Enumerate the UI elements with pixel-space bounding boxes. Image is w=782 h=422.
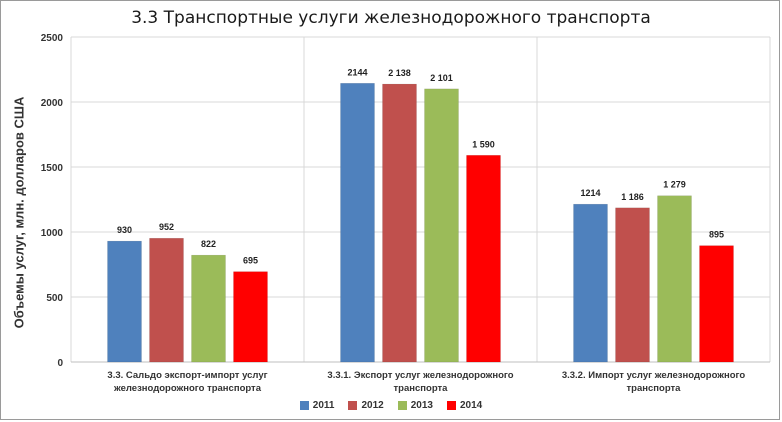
- x-tick-label: транспорта: [394, 383, 449, 394]
- legend-swatch: [397, 401, 407, 410]
- y-tick-label: 1500: [41, 163, 64, 174]
- legend-swatch: [299, 401, 309, 410]
- legend-label: 2014: [459, 400, 483, 411]
- chart-title: 3.3 Транспортные услуги железнодорожного…: [131, 8, 651, 28]
- x-tick-label: 3.3.1. Экспорт услуг железнодорожного: [327, 370, 513, 381]
- bar-2011: [107, 240, 142, 363]
- data-label: 2144: [347, 67, 367, 77]
- bar-2014: [233, 271, 268, 363]
- x-tick-label: железнодорожного транспорта: [113, 383, 262, 394]
- bar-2013: [191, 254, 226, 363]
- bar-2011: [573, 203, 608, 363]
- legend-label: 2012: [361, 400, 384, 411]
- legend-swatch: [348, 401, 358, 410]
- chart-legend: 2011 2012 2013 2014: [0, 400, 782, 411]
- data-label: 1 279: [663, 180, 686, 190]
- bar-2013: [657, 195, 692, 363]
- data-label: 930: [117, 225, 132, 235]
- bar-2012: [149, 237, 184, 363]
- bar-2014: [466, 155, 501, 363]
- y-tick-label: 1000: [41, 228, 64, 239]
- data-label: 822: [201, 239, 216, 249]
- legend-label: 2011: [312, 400, 335, 411]
- y-tick-label: 2500: [41, 33, 64, 44]
- data-label: 2 101: [430, 73, 453, 83]
- x-tick-label: 3.3.2. Импорт услуг железнодорожного: [562, 370, 746, 381]
- bar-2011: [340, 83, 375, 363]
- legend-item-2012: 2012: [348, 400, 384, 411]
- x-tick-label: 3.3. Сальдо экспорт-импорт услуг: [107, 370, 267, 381]
- y-tick-label: 2000: [41, 98, 64, 109]
- data-label: 1214: [580, 188, 600, 198]
- legend-item-2011: 2011: [299, 400, 335, 411]
- data-label: 2 138: [388, 68, 411, 78]
- data-label: 952: [159, 222, 174, 232]
- bar-2012: [382, 83, 417, 363]
- bar-2013: [424, 88, 459, 363]
- legend-item-2014: 2014: [446, 400, 483, 411]
- legend-swatch: [446, 401, 456, 410]
- legend-item-2013: 2013: [397, 400, 433, 411]
- bar-2012: [615, 207, 650, 363]
- legend-label: 2013: [410, 400, 433, 411]
- data-label: 895: [709, 230, 724, 240]
- y-tick-label: 0: [57, 358, 63, 369]
- x-tick-label: транспорта: [627, 383, 682, 394]
- data-label: 1 590: [472, 139, 495, 149]
- data-label: 1 186: [621, 192, 644, 202]
- bar-2014: [699, 245, 734, 363]
- y-tick-label: 500: [46, 293, 63, 304]
- data-label: 695: [243, 256, 258, 266]
